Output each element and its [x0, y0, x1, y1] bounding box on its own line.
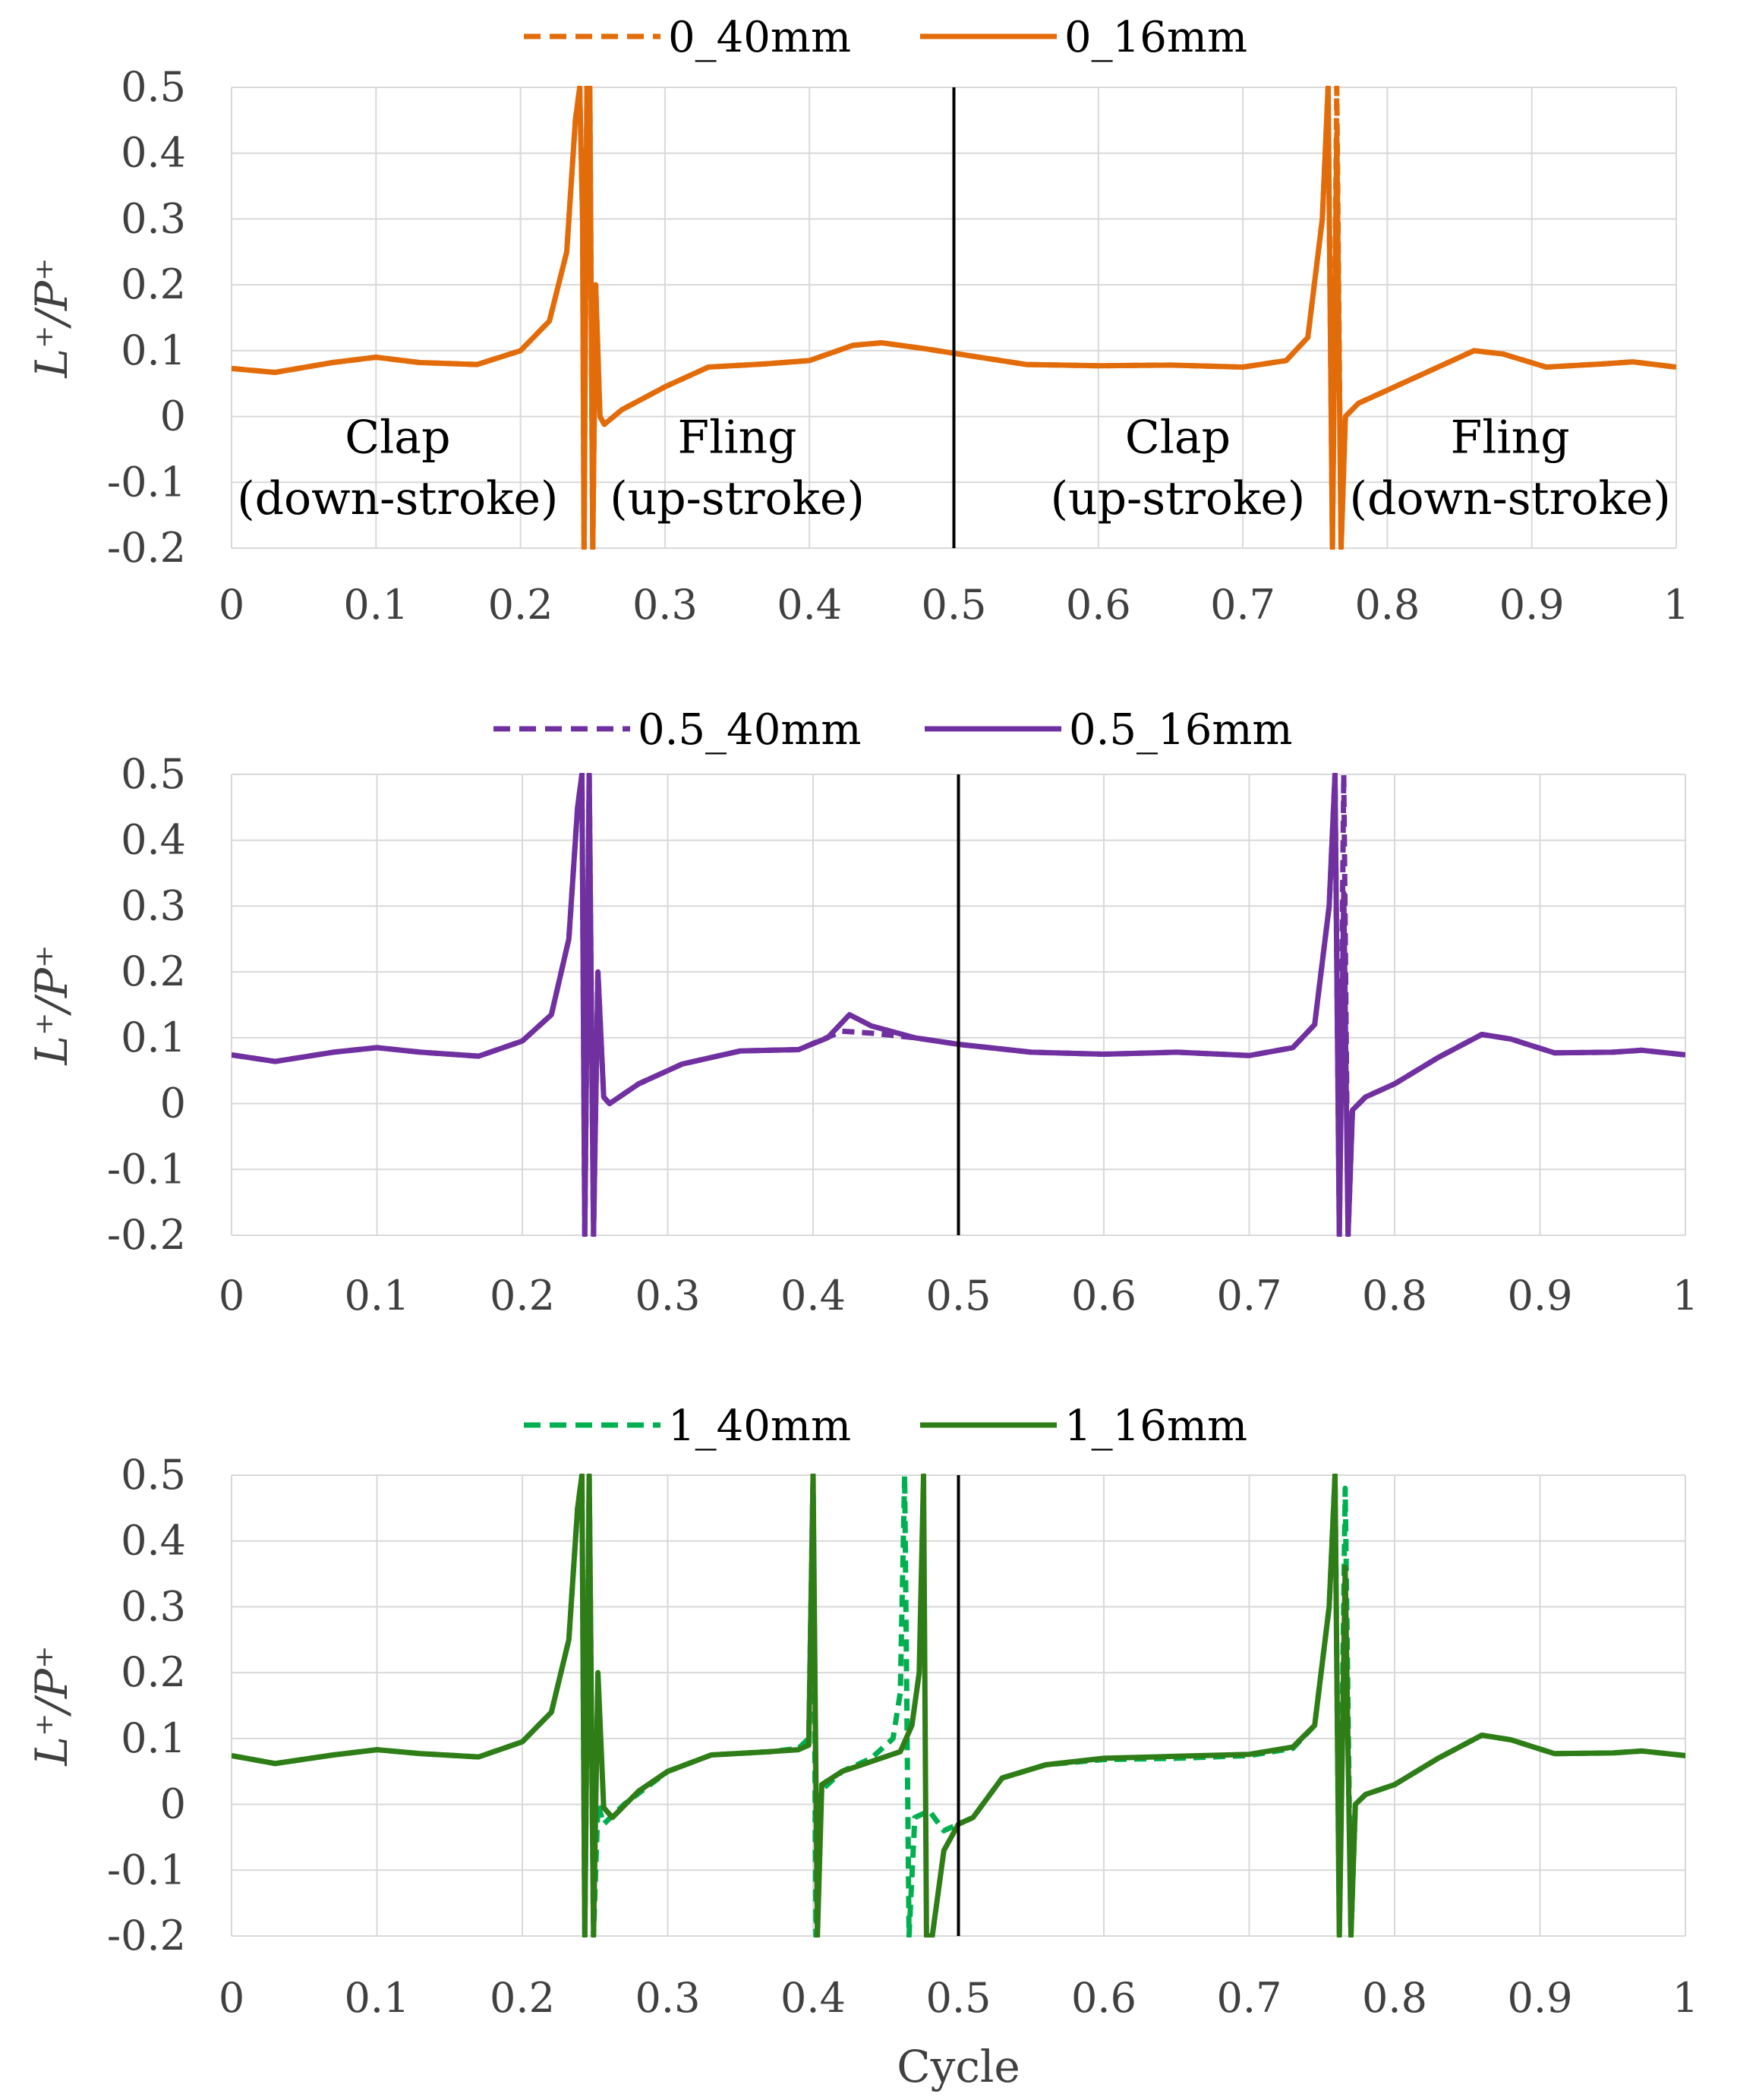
phase-annotation-title: Clap [345, 411, 450, 464]
chart-middle: 0 0.1 0.2 0.3 0.4 0.5 0.6 0.7 0.8 0.9 1 0.5 0.4 0.3 0.… [26, 705, 1698, 1320]
x-tick-label: 0.1 [345, 1272, 410, 1320]
y-tick-label: 0.2 [121, 260, 186, 308]
y-tick-label: 0.2 [121, 948, 186, 995]
phase-annotation-subtitle: (down-stroke) [237, 472, 558, 525]
y-tick-label: 0.1 [121, 1014, 186, 1061]
y-tick-label: 0 [160, 1780, 186, 1828]
y-tick-label: 0 [160, 1080, 186, 1127]
y-tick-label: 0.5 [121, 1451, 186, 1499]
y-tick-label: -0.1 [107, 1145, 186, 1193]
x-tick-label: 0.2 [490, 1272, 555, 1320]
y-tick-label: 0.3 [121, 881, 186, 929]
phase-annotation-title: Clap [1125, 411, 1231, 464]
x-tick-label: 0.9 [1508, 1272, 1573, 1320]
x-tick-label: 1 [1663, 581, 1689, 629]
x-tick-label: 0.4 [780, 1974, 846, 2022]
x-tick-label: 0.4 [777, 581, 842, 629]
y-tick-label: -0.1 [107, 1846, 186, 1893]
y-tick-label: 0.4 [121, 129, 186, 177]
legend-label: 1_16mm [1064, 1402, 1247, 1451]
x-tick-label: 0.5 [926, 1974, 991, 2022]
y-axis-title: L⁺/P⁺ [26, 944, 77, 1065]
y-tick-label: 0.1 [121, 1714, 186, 1762]
x-tick-label: 0.7 [1217, 1974, 1282, 2022]
y-tick-label: 0.3 [121, 194, 186, 242]
x-tick-label: 0.1 [345, 1974, 410, 2022]
y-tick-label: 0 [160, 393, 186, 440]
x-tick-label: 0.8 [1354, 581, 1420, 629]
legend-label: 1_40mm [668, 1402, 851, 1451]
x-axis-title: Cycle [897, 2041, 1020, 2092]
x-tick-label: 0.6 [1066, 581, 1131, 629]
phase-annotation-title: Fling [1451, 411, 1570, 464]
x-tick-label: 0.4 [780, 1272, 846, 1320]
phase-annotation-subtitle: (up-stroke) [610, 472, 865, 525]
legend-label: 0_16mm [1064, 13, 1247, 62]
x-tick-label: 0.2 [490, 1974, 555, 2022]
x-tick-label: 0 [219, 1272, 244, 1320]
y-axis-title: L⁺/P⁺ [26, 1645, 77, 1766]
x-tick-label: 0.1 [343, 581, 408, 629]
x-tick-label: 0.8 [1362, 1272, 1427, 1320]
x-tick-label: 0.8 [1362, 1974, 1427, 2022]
x-tick-label: 0.3 [635, 1272, 701, 1320]
chart-top: 0 0.1 0.2 0.3 0.4 0.5 0.6 0.7 0.8 0.9 1 0.5 0.4 0.3 0.… [26, 13, 1689, 629]
x-tick-label: 0.9 [1508, 1974, 1573, 2022]
x-tick-label: 0.3 [635, 1974, 701, 2022]
y-tick-label: 0.4 [121, 816, 186, 864]
x-tick-label: 0.6 [1071, 1974, 1136, 2022]
legend-label: 0.5_40mm [638, 705, 862, 755]
x-tick-label: 0 [219, 581, 244, 629]
y-tick-label: -0.1 [107, 458, 186, 506]
y-tick-label: -0.2 [107, 1912, 186, 1960]
x-tick-label: 0.6 [1071, 1272, 1136, 1320]
x-tick-label: 0.2 [488, 581, 553, 629]
y-tick-label: -0.2 [107, 524, 186, 572]
phase-annotation-subtitle: (down-stroke) [1350, 472, 1671, 525]
y-axis-title: L⁺/P⁺ [26, 257, 77, 378]
plot-area [232, 1474, 1685, 1938]
x-tick-label: 1 [1672, 1974, 1698, 2022]
y-tick-label: 0.4 [121, 1517, 186, 1565]
y-tick-label: 0.5 [121, 750, 186, 798]
x-tick-label: 0.5 [922, 581, 987, 629]
x-tick-label: 0.9 [1499, 581, 1565, 629]
x-tick-label: 0.7 [1217, 1272, 1282, 1320]
x-tick-label: 0.3 [632, 581, 698, 629]
y-tick-label: 0.2 [121, 1648, 186, 1696]
y-tick-label: 0.3 [121, 1582, 186, 1630]
series-line-0.5_16mm [232, 773, 1685, 1237]
plot-area [232, 86, 1676, 550]
series-line-1_16mm [232, 1474, 1685, 1938]
y-tick-label: 0.1 [121, 326, 186, 374]
phase-annotation-title: Fling [678, 411, 797, 464]
y-tick-label: 0.5 [121, 63, 186, 111]
x-tick-label: 0.5 [926, 1272, 991, 1320]
x-tick-label: 0.7 [1210, 581, 1275, 629]
plot-area [232, 773, 1685, 1237]
x-tick-label: 0 [219, 1974, 244, 2022]
x-tick-label: 1 [1672, 1272, 1698, 1320]
legend-label: 0_40mm [668, 13, 851, 62]
phase-annotation-subtitle: (up-stroke) [1051, 472, 1306, 525]
y-tick-label: -0.2 [107, 1211, 186, 1259]
chart-bottom: 0 0.1 0.2 0.3 0.4 0.5 0.6 0.7 0.8 0.9 1 0.5 0.4 0.3 0.… [26, 1402, 1698, 2092]
series-line-0_16mm [232, 86, 1676, 550]
legend-label: 0.5_16mm [1069, 705, 1293, 755]
